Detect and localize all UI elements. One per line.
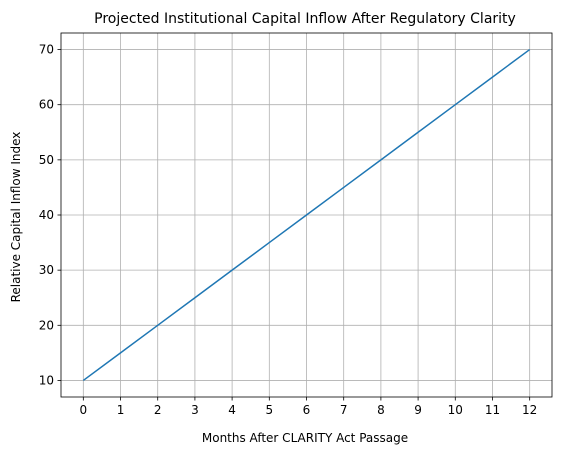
y-tick-label: 10 [39, 373, 54, 387]
y-tick-label: 50 [39, 153, 54, 167]
y-tick-label: 70 [39, 43, 54, 57]
x-tick-label: 8 [377, 403, 385, 417]
x-tick-label: 0 [79, 403, 87, 417]
x-tick-label: 1 [117, 403, 125, 417]
x-tick-label: 9 [414, 403, 422, 417]
series-lines [82, 48, 531, 382]
x-tick-label: 3 [191, 403, 199, 417]
x-axis: 0 1 2 3 4 5 6 7 8 9 10 11 12 [79, 397, 537, 417]
y-tick-label: 20 [39, 318, 54, 332]
y-tick-label: 60 [39, 98, 54, 112]
x-tick-label: 10 [448, 403, 463, 417]
chart-title: Projected Institutional Capital Inflow A… [94, 11, 516, 27]
x-tick-label: 12 [522, 403, 537, 417]
series-line [82, 48, 531, 382]
x-tick-label: 7 [340, 403, 348, 417]
y-axis: 10 20 30 40 50 60 70 [39, 43, 61, 387]
x-tick-label: 6 [303, 403, 311, 417]
x-tick-label: 4 [228, 403, 236, 417]
x-tick-label: 5 [265, 403, 273, 417]
x-axis-label: Months After CLARITY Act Passage [202, 431, 408, 445]
y-tick-label: 30 [39, 263, 54, 277]
x-tick-label: 2 [154, 403, 162, 417]
y-axis-label: Relative Capital Inflow Index [9, 132, 23, 303]
y-tick-label: 40 [39, 208, 54, 222]
x-tick-label: 11 [485, 403, 500, 417]
